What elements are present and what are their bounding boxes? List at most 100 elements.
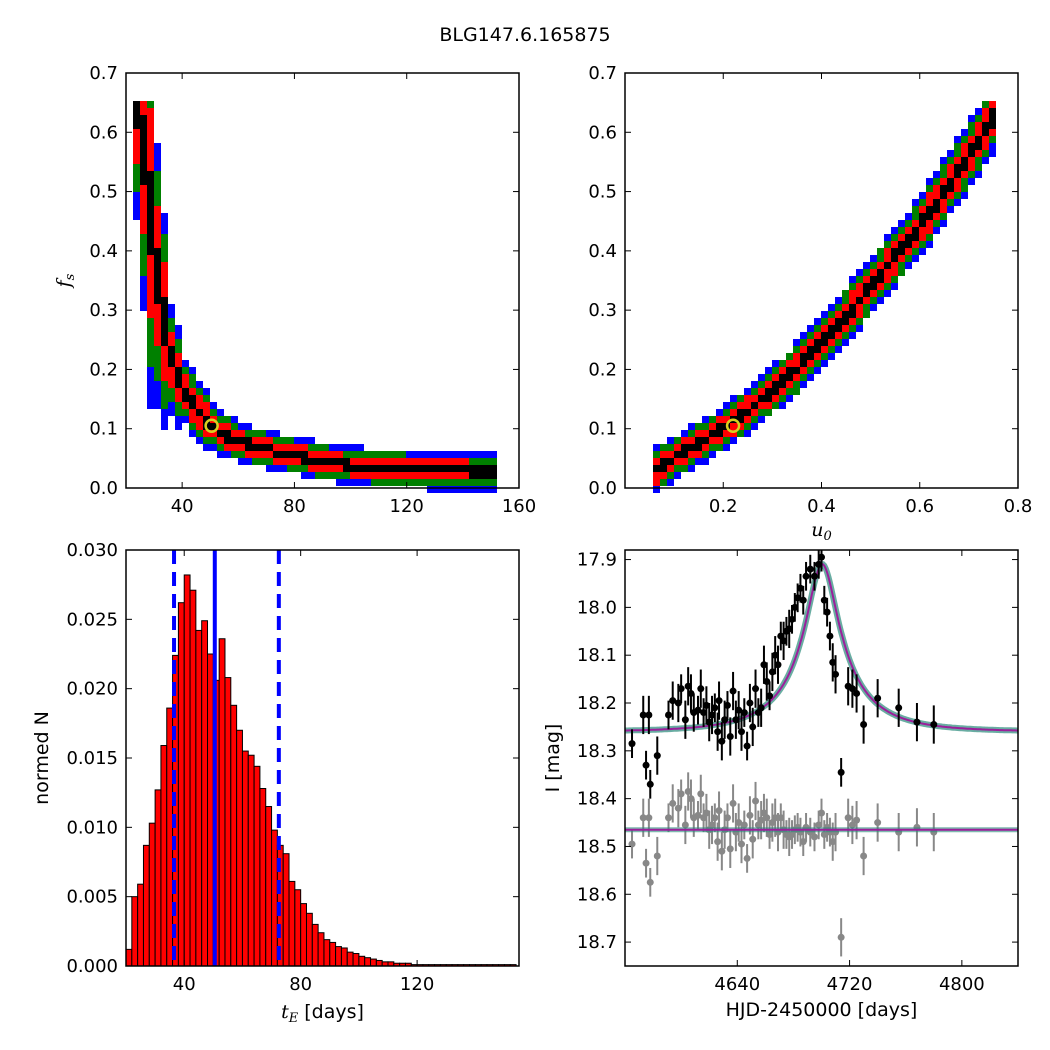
heatmap-cell [730,437,737,444]
heatmap-cell [273,437,280,444]
heatmap-cell [779,395,786,402]
data-point [818,809,825,817]
heatmap-cell [154,206,161,213]
histogram-bar [265,806,273,967]
heatmap-cell [905,255,912,262]
heatmap-cell [688,451,695,458]
data-point [740,821,748,829]
heatmap-cell [849,304,856,311]
heatmap-cell [147,129,154,136]
heatmap-cell [259,437,266,444]
heatmap-cell [814,318,821,325]
heatmap-cell [196,388,203,395]
y-tick-label: 18.3 [577,741,617,762]
heatmap-cell [161,381,168,388]
data-point [799,596,807,604]
heatmap-cell [490,472,497,479]
heatmap-cell [947,150,954,157]
heatmap-cell [133,213,140,220]
heatmap-cell [891,234,898,241]
heatmap-cell [168,360,175,367]
data-point [820,831,828,839]
heatmap-cell [947,157,954,164]
heatmap-cell [336,465,343,472]
heatmap-cell [961,129,968,136]
heatmap-cell [681,430,688,437]
heatmap-cell [455,486,462,493]
heatmap-cell [842,290,849,297]
heatmap-cell [730,402,737,409]
x-tick-label: 160 [502,496,536,517]
data-point [735,819,743,827]
heatmap-cell [175,332,182,339]
heatmap-cell [933,185,940,192]
heatmap-cell [940,171,947,178]
heatmap-cell [448,486,455,493]
data-point [715,807,723,815]
data-point [860,721,868,729]
heatmap-cell [231,430,238,437]
x-tick-label: 0.4 [807,496,836,517]
heatmap-cell [870,304,877,311]
x-tick-label: 80 [289,974,312,995]
data-point [752,685,760,693]
heatmap-cell [140,248,147,255]
heatmap-cell [709,423,716,430]
heatmap-cell [737,409,744,416]
heatmap-cell [385,479,392,486]
heatmap-cell [259,444,266,451]
heatmap-cell [828,304,835,311]
heatmap-cell [168,388,175,395]
heatmap-cell [926,241,933,248]
heatmap-cell [765,395,772,402]
heatmap-cell [168,367,175,374]
heatmap-cell [147,157,154,164]
heatmap-cell [968,178,975,185]
heatmap-cell [476,472,483,479]
heatmap-cell [399,465,406,472]
data-point [749,835,757,843]
data-point [844,814,852,822]
heatmap-panel-fs_vs_u0: 0.2 0.4 0.6 0.8 0.0 0.1 0.2 0.3 0.4 0.5 0.6 0.7 u0 [588,63,1032,544]
heatmap-cell [140,150,147,157]
heatmap-cell [490,458,497,465]
heatmap-cell [765,374,772,381]
heatmap-cell [154,381,161,388]
heatmap-cell [814,339,821,346]
heatmap-cell [364,472,371,479]
heatmap-cell [420,479,427,486]
heatmap-cell [800,374,807,381]
heatmap-cell [821,339,828,346]
heatmap-cell [203,430,210,437]
heatmap-cell [147,150,154,157]
model-curve [625,563,1018,732]
heatmap-cell [168,318,175,325]
heatmap-cell [849,276,856,283]
heatmap-cell [406,479,413,486]
heatmap-cell [182,388,189,395]
heatmap-cell [357,472,364,479]
heatmap-cell [695,423,702,430]
heatmap-cell [954,192,961,199]
heatmap-cell [308,472,315,479]
heatmap-cell [926,178,933,185]
heatmap-cell [828,346,835,353]
heatmap-cell [399,451,406,458]
heatmap-cell [357,444,364,451]
heatmap-cell [905,248,912,255]
heatmap-cell [758,395,765,402]
heatmap-cell [786,395,793,402]
heatmap-cell [280,465,287,472]
heatmap-cell [863,304,870,311]
heatmap-cell [147,395,154,402]
heatmap-cell [758,409,765,416]
x-tick-label: 120 [400,974,434,995]
heatmap-cell [308,465,315,472]
heatmap-cell [413,472,420,479]
y-tick-label: 0.2 [89,359,118,380]
heatmap-cell [884,248,891,255]
heatmap-cell [266,430,273,437]
heatmap-cell [133,122,140,129]
heatmap-cell [161,416,168,423]
